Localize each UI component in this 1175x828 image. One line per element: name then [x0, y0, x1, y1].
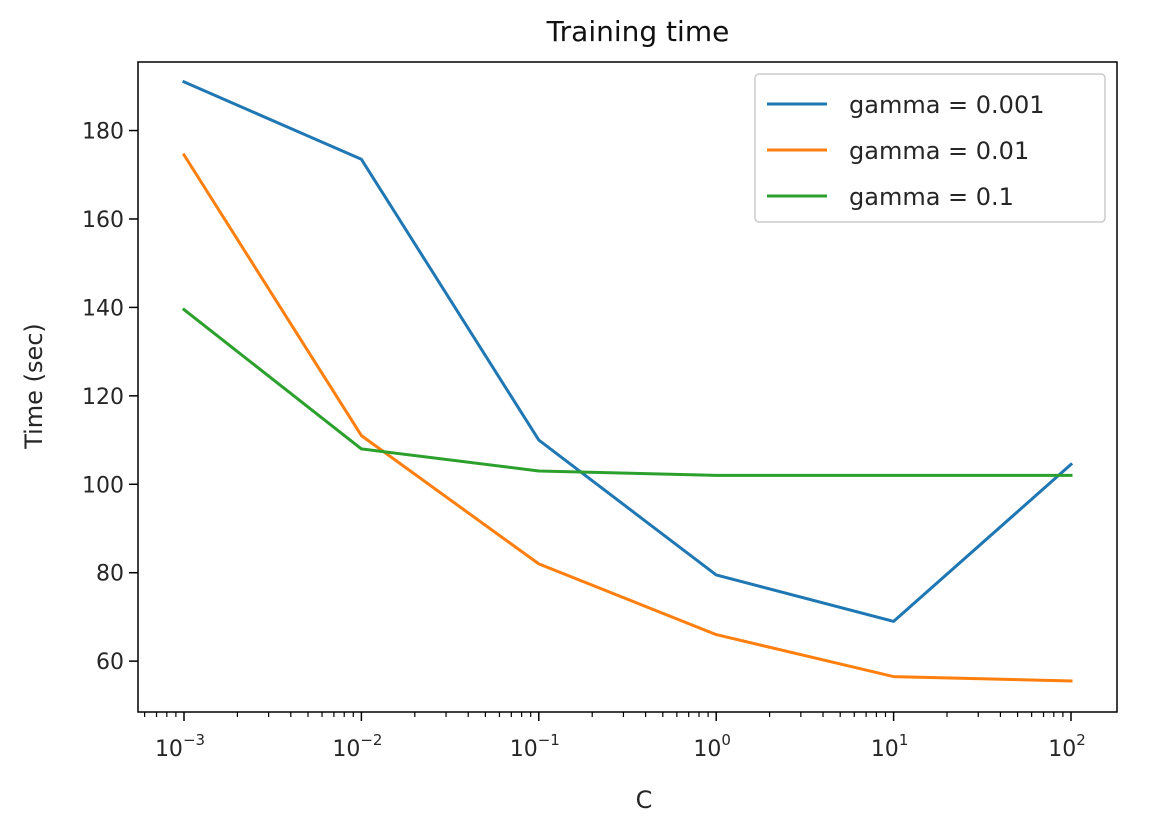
x-tick-label: 101 [871, 731, 909, 762]
series-layer [181, 79, 1074, 683]
chart-title: Training time [546, 15, 730, 48]
legend-entry-label: gamma = 0.001 [849, 91, 1044, 119]
y-tick-label: 100 [82, 473, 124, 498]
x-axis: 10−3 10−2 10−1 100 101 102 [144, 712, 1086, 762]
legend-box [754, 73, 1106, 223]
y-tick-label: 160 [82, 208, 124, 233]
x-tick-label: 100 [693, 731, 731, 762]
y-tick-label: 180 [82, 120, 124, 145]
series-line-2 [181, 307, 1073, 477]
y-tick-label: 80 [96, 562, 124, 587]
x-axis-label: C [636, 786, 653, 814]
y-tick-label: 60 [96, 650, 124, 675]
legend-entry-label: gamma = 0.01 [849, 137, 1029, 165]
y-tick-label: 120 [82, 385, 124, 410]
x-tick-label: 10−1 [510, 731, 560, 762]
plot-frame [137, 61, 1118, 713]
y-tick-label: 140 [82, 296, 124, 321]
legend: gamma = 0.001 gamma = 0.01 gamma = 0.1 [754, 73, 1106, 223]
x-tick-label: 102 [1048, 731, 1086, 762]
series-line-0 [182, 79, 1074, 623]
legend-entry-label: gamma = 0.1 [849, 183, 1014, 211]
y-axis-label: Time (sec) [20, 323, 48, 450]
series-line-1 [181, 152, 1073, 683]
x-tick-label: 10−2 [332, 731, 382, 762]
x-tick-label: 10−3 [155, 731, 205, 762]
y-axis: 60 80 100 120 140 160 180 [82, 120, 138, 675]
